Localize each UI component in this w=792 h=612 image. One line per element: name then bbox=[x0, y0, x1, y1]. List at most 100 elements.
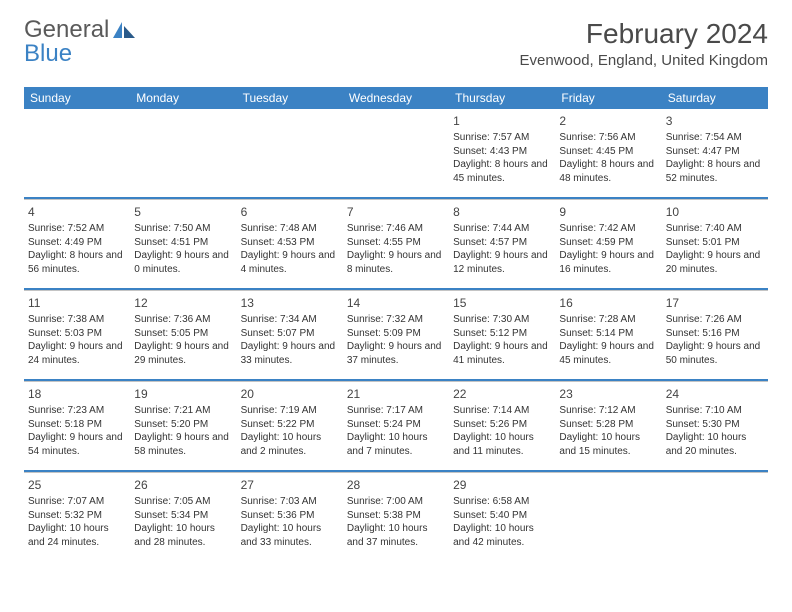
day-number: 9 bbox=[559, 204, 657, 220]
daylight-text: Daylight: 10 hours and 11 minutes. bbox=[453, 431, 551, 458]
weekday-header: Friday bbox=[555, 87, 661, 109]
sunset-text: Sunset: 5:05 PM bbox=[134, 327, 232, 341]
sunrise-text: Sunrise: 7:38 AM bbox=[28, 313, 126, 327]
logo-word-blue: Blue bbox=[24, 40, 72, 67]
day-cell: 17Sunrise: 7:26 AMSunset: 5:16 PMDayligh… bbox=[662, 291, 768, 379]
day-number: 22 bbox=[453, 386, 551, 402]
day-number: 24 bbox=[666, 386, 764, 402]
day-cell: 14Sunrise: 7:32 AMSunset: 5:09 PMDayligh… bbox=[343, 291, 449, 379]
day-number: 21 bbox=[347, 386, 445, 402]
sunrise-text: Sunrise: 7:42 AM bbox=[559, 222, 657, 236]
sunset-text: Sunset: 4:43 PM bbox=[453, 145, 551, 159]
day-number: 28 bbox=[347, 477, 445, 493]
sunset-text: Sunset: 5:40 PM bbox=[453, 509, 551, 523]
sunrise-text: Sunrise: 7:30 AM bbox=[453, 313, 551, 327]
daylight-text: Daylight: 10 hours and 2 minutes. bbox=[241, 431, 339, 458]
sunset-text: Sunset: 5:28 PM bbox=[559, 418, 657, 432]
sunrise-text: Sunrise: 7:03 AM bbox=[241, 495, 339, 509]
day-number: 6 bbox=[241, 204, 339, 220]
day-number: 26 bbox=[134, 477, 232, 493]
day-cell: 19Sunrise: 7:21 AMSunset: 5:20 PMDayligh… bbox=[130, 382, 236, 470]
sunset-text: Sunset: 4:53 PM bbox=[241, 236, 339, 250]
weekday-header: Wednesday bbox=[343, 87, 449, 109]
logo-word-general: General bbox=[24, 16, 109, 43]
sunrise-text: Sunrise: 7:54 AM bbox=[666, 131, 764, 145]
sunset-text: Sunset: 5:07 PM bbox=[241, 327, 339, 341]
sunset-text: Sunset: 5:01 PM bbox=[666, 236, 764, 250]
sunset-text: Sunset: 5:24 PM bbox=[347, 418, 445, 432]
sunrise-text: Sunrise: 7:05 AM bbox=[134, 495, 232, 509]
sunset-text: Sunset: 5:09 PM bbox=[347, 327, 445, 341]
daylight-text: Daylight: 10 hours and 24 minutes. bbox=[28, 522, 126, 549]
day-cell bbox=[130, 109, 236, 197]
sunrise-text: Sunrise: 7:26 AM bbox=[666, 313, 764, 327]
week-row: 25Sunrise: 7:07 AMSunset: 5:32 PMDayligh… bbox=[24, 473, 768, 561]
sunrise-text: Sunrise: 7:23 AM bbox=[28, 404, 126, 418]
daylight-text: Daylight: 9 hours and 37 minutes. bbox=[347, 340, 445, 367]
sunset-text: Sunset: 5:14 PM bbox=[559, 327, 657, 341]
daylight-text: Daylight: 9 hours and 33 minutes. bbox=[241, 340, 339, 367]
daylight-text: Daylight: 8 hours and 56 minutes. bbox=[28, 249, 126, 276]
sunset-text: Sunset: 5:26 PM bbox=[453, 418, 551, 432]
day-number: 1 bbox=[453, 113, 551, 129]
sunrise-text: Sunrise: 6:58 AM bbox=[453, 495, 551, 509]
daylight-text: Daylight: 8 hours and 52 minutes. bbox=[666, 158, 764, 185]
daylight-text: Daylight: 10 hours and 37 minutes. bbox=[347, 522, 445, 549]
day-number: 4 bbox=[28, 204, 126, 220]
daylight-text: Daylight: 10 hours and 7 minutes. bbox=[347, 431, 445, 458]
daylight-text: Daylight: 9 hours and 24 minutes. bbox=[28, 340, 126, 367]
day-cell: 20Sunrise: 7:19 AMSunset: 5:22 PMDayligh… bbox=[237, 382, 343, 470]
day-cell: 10Sunrise: 7:40 AMSunset: 5:01 PMDayligh… bbox=[662, 200, 768, 288]
day-number: 18 bbox=[28, 386, 126, 402]
sunrise-text: Sunrise: 7:46 AM bbox=[347, 222, 445, 236]
sunset-text: Sunset: 4:51 PM bbox=[134, 236, 232, 250]
sunrise-text: Sunrise: 7:57 AM bbox=[453, 131, 551, 145]
day-cell bbox=[237, 109, 343, 197]
day-cell: 8Sunrise: 7:44 AMSunset: 4:57 PMDaylight… bbox=[449, 200, 555, 288]
day-number: 12 bbox=[134, 295, 232, 311]
day-cell: 4Sunrise: 7:52 AMSunset: 4:49 PMDaylight… bbox=[24, 200, 130, 288]
sunset-text: Sunset: 4:55 PM bbox=[347, 236, 445, 250]
day-cell: 15Sunrise: 7:30 AMSunset: 5:12 PMDayligh… bbox=[449, 291, 555, 379]
daylight-text: Daylight: 9 hours and 45 minutes. bbox=[559, 340, 657, 367]
weekday-row: Sunday Monday Tuesday Wednesday Thursday… bbox=[24, 87, 768, 109]
day-cell bbox=[24, 109, 130, 197]
day-cell: 1Sunrise: 7:57 AMSunset: 4:43 PMDaylight… bbox=[449, 109, 555, 197]
weekday-header: Sunday bbox=[24, 87, 130, 109]
day-cell: 3Sunrise: 7:54 AMSunset: 4:47 PMDaylight… bbox=[662, 109, 768, 197]
day-number: 19 bbox=[134, 386, 232, 402]
day-cell: 11 Sunrise: 7:38 AMSunset: 5:03 PMDayligh… bbox=[24, 291, 130, 379]
daylight-text: Daylight: 9 hours and 8 minutes. bbox=[347, 249, 445, 276]
day-number: 16 bbox=[559, 295, 657, 311]
sunrise-text: Sunrise: 7:17 AM bbox=[347, 404, 445, 418]
sunset-text: Sunset: 5:38 PM bbox=[347, 509, 445, 523]
sunset-text: Sunset: 5:03 PM bbox=[28, 327, 126, 341]
sunset-text: Sunset: 5:34 PM bbox=[134, 509, 232, 523]
sunset-text: Sunset: 5:18 PM bbox=[28, 418, 126, 432]
sunset-text: Sunset: 5:32 PM bbox=[28, 509, 126, 523]
calendar-body: 1 Sunrise: 7:57 AMSunset: 4:43 PM Daylight… bbox=[24, 109, 768, 561]
day-cell: 6Sunrise: 7:48 AMSunset: 4:53 PMDaylight… bbox=[237, 200, 343, 288]
day-cell: 9Sunrise: 7:42 AMSunset: 4:59 PMDaylight… bbox=[555, 200, 661, 288]
sunrise-text: Sunrise: 7:48 AM bbox=[241, 222, 339, 236]
sunset-text: Sunset: 4:57 PM bbox=[453, 236, 551, 250]
logo: General Blue bbox=[24, 18, 137, 66]
day-cell bbox=[662, 473, 768, 561]
week-row: 11Sunrise: 7:38 AMSunset: 5:03 PMDayligh… bbox=[24, 291, 768, 379]
day-cell: 29Sunrise: 6:58 AMSunset: 5:40 PMDayligh… bbox=[449, 473, 555, 561]
sunset-text: Sunset: 5:20 PM bbox=[134, 418, 232, 432]
sunrise-text: Sunrise: 7:21 AM bbox=[134, 404, 232, 418]
day-cell: 26Sunrise: 7:05 AMSunset: 5:34 PMDayligh… bbox=[130, 473, 236, 561]
day-number: 25 bbox=[28, 477, 126, 493]
day-number: 23 bbox=[559, 386, 657, 402]
sunrise-text: Sunrise: 7:44 AM bbox=[453, 222, 551, 236]
daylight-text: Daylight: 10 hours and 42 minutes. bbox=[453, 522, 551, 549]
sails-icon bbox=[113, 20, 137, 40]
day-number: 11 bbox=[28, 295, 126, 311]
daylight-text: Daylight: 9 hours and 12 minutes. bbox=[453, 249, 551, 276]
day-number: 27 bbox=[241, 477, 339, 493]
sunrise-text: Sunrise: 7:56 AM bbox=[559, 131, 657, 145]
sunrise-text: Sunrise: 7:36 AM bbox=[134, 313, 232, 327]
daylight-text: Daylight: 10 hours and 33 minutes. bbox=[241, 522, 339, 549]
sunrise-text: Sunrise: 7:10 AM bbox=[666, 404, 764, 418]
